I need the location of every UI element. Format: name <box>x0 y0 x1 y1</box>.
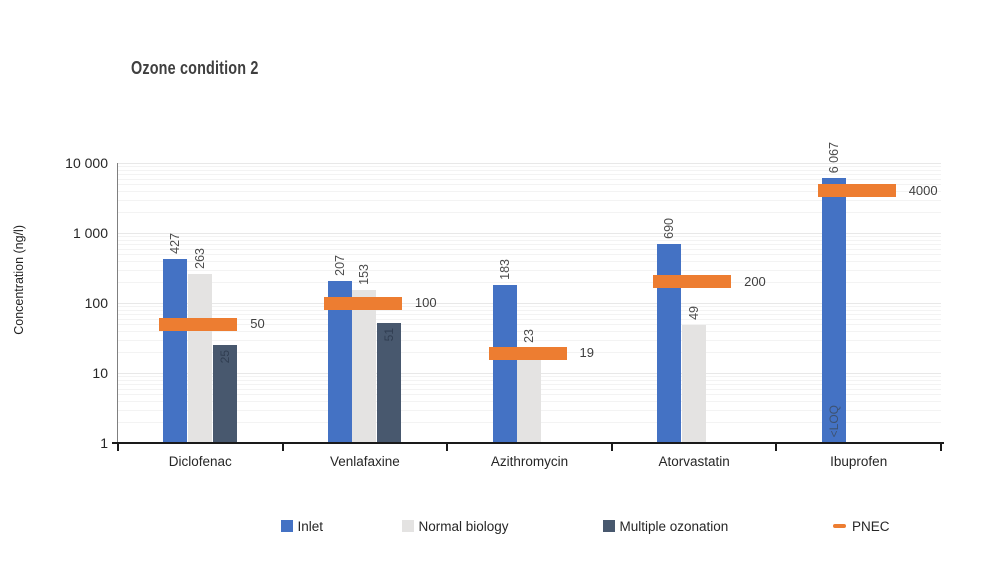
legend-item-multiple-ozonation: Multiple ozonation <box>603 516 728 536</box>
bar-value-label-inside: 25 <box>217 350 232 364</box>
y-tick-label: 100 <box>84 295 108 311</box>
pnec-value-label: 50 <box>250 316 265 332</box>
bar-value-label-inside: 51 <box>382 328 397 342</box>
x-axis-tick <box>610 444 613 451</box>
bar-value-label: 207 <box>332 255 347 276</box>
minor-gridline <box>118 211 941 213</box>
major-gridline <box>118 233 941 234</box>
minor-gridline <box>118 269 941 271</box>
pnec-band <box>817 184 896 198</box>
chart-title: Ozone condition 2 <box>131 58 259 78</box>
inlet-bar <box>821 178 846 444</box>
minor-gridline <box>118 184 941 186</box>
multiple-ozonation-bar <box>377 323 402 444</box>
legend-label: PNEC <box>852 518 890 534</box>
legend-label: Multiple ozonation <box>619 518 729 534</box>
category-label: Azithromycin <box>490 454 569 469</box>
x-axis-tick <box>940 444 942 451</box>
minor-gridline <box>118 173 941 175</box>
category-label: Atorvastatin <box>658 454 730 469</box>
normal-biology-bar <box>187 273 212 444</box>
pnec-band <box>323 296 402 310</box>
minor-gridline <box>118 309 941 311</box>
minor-gridline <box>118 169 941 171</box>
minor-gridline <box>118 260 941 262</box>
minor-gridline <box>118 178 941 180</box>
normal-biology-bar <box>352 290 377 444</box>
pnec-value-label: 4000 <box>908 182 938 198</box>
pnec-value-label: 19 <box>579 345 594 361</box>
y-tick-label: 10 000 <box>65 155 108 171</box>
legend-dash-icon <box>833 524 846 528</box>
y-axis-line <box>117 163 118 443</box>
legend-item-normal-biology: Normal biology <box>402 516 509 536</box>
pnec-value-label: 100 <box>414 295 437 310</box>
pnec-band <box>653 275 732 289</box>
inlet-bar <box>492 284 517 444</box>
legend-square-icon <box>281 520 293 532</box>
minor-gridline <box>118 306 941 308</box>
minor-gridline <box>118 248 941 250</box>
x-axis-line <box>112 442 944 444</box>
minor-gridline <box>118 313 941 315</box>
legend-item-pnec: PNEC <box>833 516 890 536</box>
normal-biology-bar <box>681 324 706 444</box>
y-tick-label: 10 <box>92 365 108 381</box>
loq-label: <LOQ <box>826 404 841 437</box>
inlet-bar <box>657 244 682 444</box>
bar-value-label: 690 <box>662 218 677 240</box>
x-axis-tick <box>775 444 778 451</box>
y-axis-title: Concentration (ng/l) <box>12 225 26 335</box>
minor-gridline <box>118 166 941 168</box>
minor-gridline <box>118 236 941 238</box>
major-gridline <box>118 163 941 164</box>
y-tick-label: 1 <box>100 435 108 451</box>
bar-value-label: 6 067 <box>826 141 841 174</box>
bar-value-label: 153 <box>357 264 372 286</box>
minor-gridline <box>118 281 941 283</box>
minor-gridline <box>118 254 941 256</box>
pnec-value-label: 200 <box>744 273 766 289</box>
legend-label: Inlet <box>297 518 324 534</box>
legend-item-inlet: Inlet <box>281 516 323 536</box>
pnec-band <box>488 346 567 360</box>
legend-square-icon <box>402 520 414 532</box>
legend-square-icon <box>603 520 615 532</box>
minor-gridline <box>118 239 941 241</box>
x-axis-tick <box>446 444 449 451</box>
bar-value-label: 183 <box>497 258 512 280</box>
x-axis-tick <box>281 444 284 451</box>
minor-gridline <box>118 330 941 332</box>
bar-value-label: 49 <box>686 305 701 320</box>
minor-gridline <box>118 190 941 192</box>
pnec-band <box>159 317 238 331</box>
inlet-bar <box>163 258 188 444</box>
bar-value-label: 23 <box>522 328 536 343</box>
category-label: Venlafaxine <box>329 454 400 469</box>
minor-gridline <box>118 318 941 320</box>
minor-gridline <box>118 324 941 326</box>
legend-label: Normal biology <box>418 518 509 534</box>
bar-value-label: 263 <box>192 247 207 269</box>
category-label: Diclofenac <box>168 454 232 469</box>
category-label: Ibuprofen <box>830 454 888 469</box>
major-gridline <box>118 303 941 304</box>
multiple-ozonation-bar <box>212 345 237 444</box>
y-tick-label: 1 000 <box>72 225 108 241</box>
minor-gridline <box>118 243 941 245</box>
minor-gridline <box>118 339 941 341</box>
normal-biology-bar <box>517 347 541 444</box>
minor-gridline <box>118 199 941 201</box>
bar-value-label: 427 <box>168 233 183 254</box>
x-axis-tick <box>117 444 119 451</box>
